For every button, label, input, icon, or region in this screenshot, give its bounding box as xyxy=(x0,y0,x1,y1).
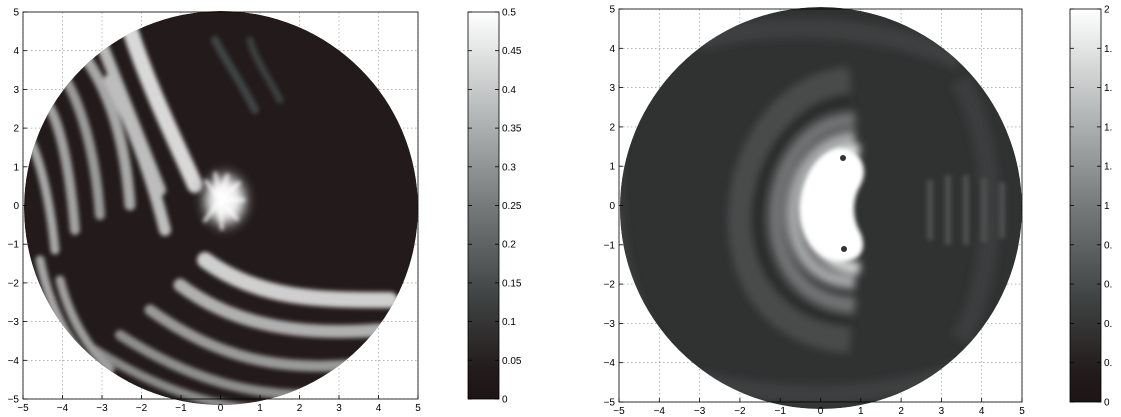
colorbar-tick-label: 0 xyxy=(502,395,508,406)
x-tick-label: −3 xyxy=(96,403,108,414)
plot-area-left: −5 −4 −3 −2 −1 0 1 2 3 4 5 5 4 3 2 1 0 −1 −2 −3 −4 −5 xyxy=(8,8,422,415)
colorbar-left: 0.5 0.45 0.4 0.35 0.3 0.25 0.2 0.15 0.1 0.05 0 xyxy=(467,8,522,406)
y-tick-label: −3 xyxy=(604,319,616,330)
x-tick-label: −2 xyxy=(136,403,148,414)
colorbar-tick-label: 1. xyxy=(1104,83,1112,94)
colorbar-gradient-right xyxy=(1069,8,1102,403)
colorbar-tick-label: 1. xyxy=(1104,44,1112,55)
heatmap-left xyxy=(24,11,418,405)
colorbar-tick-label: 0.35 xyxy=(502,124,522,135)
colorbar-ticks-right: 2 1. 1. 1. 1. 1 0. 0. 0. 0. 0 xyxy=(1070,5,1112,409)
x-tick-label: 3 xyxy=(336,403,342,414)
x-tick-label: −2 xyxy=(734,406,746,417)
x-tick-label: 5 xyxy=(415,403,421,414)
colorbar-tick-label: 0. xyxy=(1104,240,1112,251)
x-tick-label: −1 xyxy=(175,403,187,414)
colorbar-tick-label: 1. xyxy=(1104,162,1112,173)
colorbar-gradient-left xyxy=(467,11,500,400)
x-ticks-right: −5 −4 −3 −2 −1 0 1 2 3 4 5 xyxy=(613,398,1025,417)
x-ticks-left: −5 −4 −3 −2 −1 0 1 2 3 4 5 xyxy=(17,395,421,414)
x-tick-label: −3 xyxy=(694,406,706,417)
y-tick-label: 2 xyxy=(609,122,615,133)
y-tick-label: 0 xyxy=(609,201,615,212)
colorbar-tick-label: 0. xyxy=(1104,358,1112,369)
y-tick-label: −1 xyxy=(8,240,20,251)
scatterer-left xyxy=(202,171,245,231)
x-tick-label: 1 xyxy=(257,403,263,414)
y-tick-label: 1 xyxy=(609,162,615,173)
colorbar-tick-label: 0 xyxy=(1104,398,1110,409)
colorbar-tick-label: 0.45 xyxy=(502,46,522,57)
x-tick-label: 0 xyxy=(818,406,824,417)
x-tick-label: −4 xyxy=(57,403,69,414)
y-tick-label: −2 xyxy=(604,280,616,291)
colorbar-tick-label: 0.1 xyxy=(502,317,516,328)
bright-scatterer-right xyxy=(800,148,864,262)
plot-area-right: −5 −4 −3 −2 −1 0 1 2 3 4 5 5 4 3 2 1 0 −1 −2 −3 −4 −5 xyxy=(604,5,1026,417)
x-tick-label: −1 xyxy=(774,406,786,417)
colorbar-tick-label: 1 xyxy=(1104,201,1110,212)
y-tick-label: −2 xyxy=(8,278,20,289)
x-tick-label: 4 xyxy=(979,406,985,417)
y-tick-label: −4 xyxy=(8,356,20,367)
y-tick-label: 2 xyxy=(13,124,19,135)
y-tick-label: −1 xyxy=(604,240,616,251)
panel-left: −5 −4 −3 −2 −1 0 1 2 3 4 5 5 4 3 2 1 0 −1 −2 −3 −4 −5 0.5 0.4… xyxy=(8,8,522,415)
colorbar-tick-label: 0.4 xyxy=(502,85,516,96)
x-tick-label: −5 xyxy=(17,403,29,414)
colorbar-tick-label: 0.2 xyxy=(502,240,516,251)
x-tick-label: 3 xyxy=(939,406,945,417)
x-tick-label: 2 xyxy=(297,403,303,414)
colorbar-ticks-left: 0.5 0.45 0.4 0.35 0.3 0.25 0.2 0.15 0.1 0.05 0 xyxy=(468,8,522,406)
x-tick-label: 5 xyxy=(1019,406,1025,417)
y-tick-label: 4 xyxy=(609,44,615,55)
x-tick-label: 0 xyxy=(218,403,224,414)
colorbar-right: 2 1. 1. 1. 1. 1 0. 0. 0. 0. 0 xyxy=(1069,5,1112,409)
y-tick-label: −5 xyxy=(8,395,20,406)
y-tick-label: 5 xyxy=(13,8,19,19)
panel-right: −5 −4 −3 −2 −1 0 1 2 3 4 5 5 4 3 2 1 0 −1 −2 −3 −4 −5 2 1. 1. 1… xyxy=(604,5,1113,417)
colorbar-tick-label: 0.05 xyxy=(502,356,522,367)
stripes-right xyxy=(927,175,1005,245)
colorbar-tick-label: 0.25 xyxy=(502,201,522,212)
colorbar-tick-label: 0. xyxy=(1104,280,1112,291)
y-tick-label: 1 xyxy=(13,162,19,173)
colorbar-tick-label: 0.5 xyxy=(502,8,516,19)
x-tick-label: −4 xyxy=(654,406,666,417)
y-tick-label: 3 xyxy=(13,85,19,96)
x-tick-label: 2 xyxy=(898,406,904,417)
colorbar-tick-label: 0. xyxy=(1104,319,1112,330)
y-tick-label: 4 xyxy=(13,46,19,57)
y-tick-label: −4 xyxy=(604,358,616,369)
colorbar-tick-label: 2 xyxy=(1104,5,1110,16)
heatmap-right xyxy=(620,7,1022,409)
colorbar-tick-label: 1. xyxy=(1104,122,1112,133)
y-tick-label: 0 xyxy=(13,201,19,212)
y-tick-label: 5 xyxy=(609,5,615,16)
colorbar-tick-label: 0.15 xyxy=(502,278,522,289)
y-tick-label: −3 xyxy=(8,317,20,328)
y-ticks-left: 5 4 3 2 1 0 −1 −2 −3 −4 −5 xyxy=(8,8,27,406)
y-tick-label: 3 xyxy=(609,83,615,94)
y-tick-label: −5 xyxy=(604,398,616,409)
x-tick-label: −5 xyxy=(613,406,625,417)
colorbar-tick-label: 0.3 xyxy=(502,162,516,173)
x-tick-label: 1 xyxy=(858,406,864,417)
y-ticks-right: 5 4 3 2 1 0 −1 −2 −3 −4 −5 xyxy=(604,5,623,409)
x-tick-label: 4 xyxy=(376,403,382,414)
